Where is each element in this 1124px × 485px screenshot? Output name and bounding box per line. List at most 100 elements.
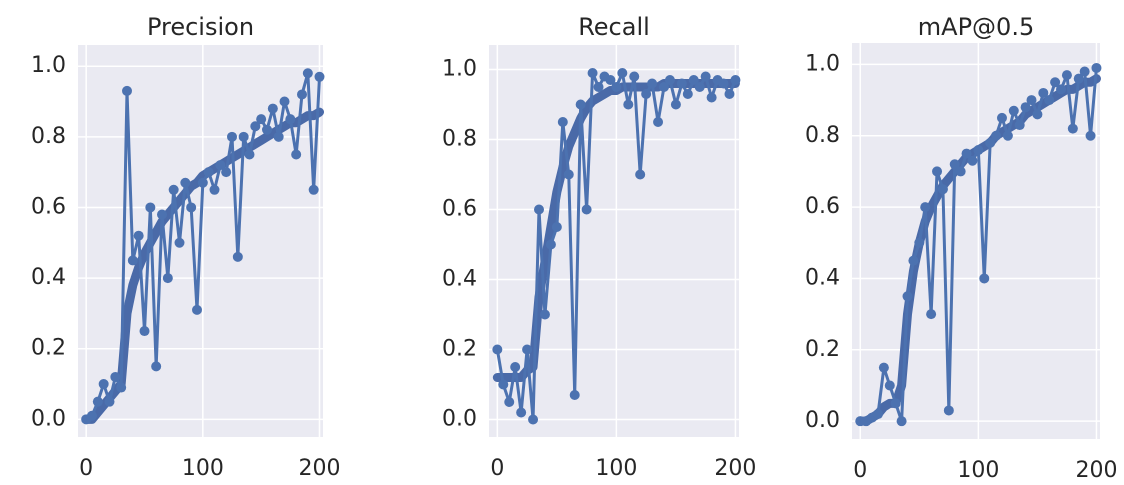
x-tick-label: 200 xyxy=(1075,458,1117,483)
data-point xyxy=(695,82,705,92)
plot-area xyxy=(489,45,739,437)
y-tick-label: 1.0 xyxy=(805,51,840,76)
data-point xyxy=(210,185,220,195)
data-point xyxy=(285,114,295,124)
data-point xyxy=(157,210,167,220)
data-point xyxy=(175,238,185,248)
data-point xyxy=(274,132,284,142)
data-point xyxy=(920,202,930,212)
data-point xyxy=(99,379,109,389)
chart: 0.0 0.2 0.4 0.6 0.8 1.0 0 100 200 Precision 0.0 0.2… xyxy=(0,0,1124,485)
data-point xyxy=(938,184,948,194)
y-tick-label: 0.2 xyxy=(805,337,840,362)
x-tick-label: 100 xyxy=(595,456,637,481)
y-tick-label: 0.6 xyxy=(442,197,477,222)
data-point xyxy=(623,100,633,110)
data-point xyxy=(303,68,313,78)
data-point xyxy=(1086,131,1096,141)
data-point xyxy=(582,205,592,215)
data-point xyxy=(967,156,977,166)
data-point xyxy=(1044,95,1054,105)
data-point xyxy=(611,82,621,92)
data-point xyxy=(552,222,562,232)
y-tick-label: 0.8 xyxy=(805,123,840,148)
data-point xyxy=(116,383,126,393)
data-point xyxy=(707,93,717,103)
y-tick-label: 0.8 xyxy=(31,124,66,149)
data-point xyxy=(534,205,544,215)
data-point xyxy=(1027,95,1037,105)
data-point xyxy=(1080,67,1090,77)
data-point xyxy=(87,411,97,421)
data-point xyxy=(297,89,307,99)
data-point xyxy=(256,114,266,124)
x-tick-label: 200 xyxy=(714,456,756,481)
data-point xyxy=(1062,70,1072,80)
data-point xyxy=(522,345,532,355)
x-tick-label: 100 xyxy=(182,456,224,481)
data-point xyxy=(558,117,568,127)
y-tick-label: 0.0 xyxy=(31,406,66,431)
data-point xyxy=(492,345,502,355)
data-point xyxy=(546,240,556,250)
data-point xyxy=(262,125,272,135)
data-point xyxy=(1068,124,1078,134)
chart-title: Precision xyxy=(147,13,254,41)
chart-title: Recall xyxy=(578,13,650,41)
data-point xyxy=(268,104,278,114)
data-point xyxy=(504,397,514,407)
data-point xyxy=(677,79,687,89)
y-tick-label: 0.2 xyxy=(442,337,477,362)
data-point xyxy=(570,390,580,400)
data-point xyxy=(730,75,740,85)
data-point xyxy=(641,89,651,99)
data-point xyxy=(979,273,989,283)
data-point xyxy=(908,256,918,266)
data-point xyxy=(1091,63,1101,73)
y-tick-label: 0.4 xyxy=(805,265,840,290)
y-tick-label: 0.2 xyxy=(31,336,66,361)
data-point xyxy=(186,202,196,212)
data-point xyxy=(719,79,729,89)
y-tick-label: 0.6 xyxy=(805,194,840,219)
data-point xyxy=(879,363,889,373)
data-point xyxy=(192,305,202,315)
data-point xyxy=(291,149,301,159)
data-point xyxy=(873,409,883,419)
x-tick-label: 100 xyxy=(957,458,999,483)
data-point xyxy=(198,178,208,188)
data-point xyxy=(701,72,711,82)
data-point xyxy=(128,255,138,265)
data-point xyxy=(576,100,586,110)
data-point xyxy=(647,79,657,89)
data-point xyxy=(617,68,627,78)
x-tick-label: 0 xyxy=(79,456,93,481)
data-point xyxy=(629,72,639,82)
data-point xyxy=(93,397,103,407)
data-point xyxy=(665,75,675,85)
data-point xyxy=(956,166,966,176)
data-point xyxy=(897,416,907,426)
data-point xyxy=(204,167,214,177)
y-tick-label: 0.6 xyxy=(31,194,66,219)
data-point xyxy=(134,231,144,241)
data-point xyxy=(997,113,1007,123)
y-tick-label: 0.4 xyxy=(442,267,477,292)
data-point xyxy=(315,72,325,82)
x-tick-label: 0 xyxy=(853,458,867,483)
data-point xyxy=(540,310,550,320)
data-point xyxy=(105,397,115,407)
data-point xyxy=(885,380,895,390)
data-point xyxy=(180,178,190,188)
data-point xyxy=(932,166,942,176)
y-tick-label: 0.0 xyxy=(442,407,477,432)
data-point xyxy=(163,273,173,283)
data-point xyxy=(564,170,574,180)
y-tick-label: 0.0 xyxy=(805,408,840,433)
data-point xyxy=(926,309,936,319)
data-point xyxy=(140,326,150,336)
data-point xyxy=(227,132,237,142)
data-point xyxy=(516,408,526,418)
data-point xyxy=(528,415,538,425)
data-point xyxy=(1015,120,1025,130)
